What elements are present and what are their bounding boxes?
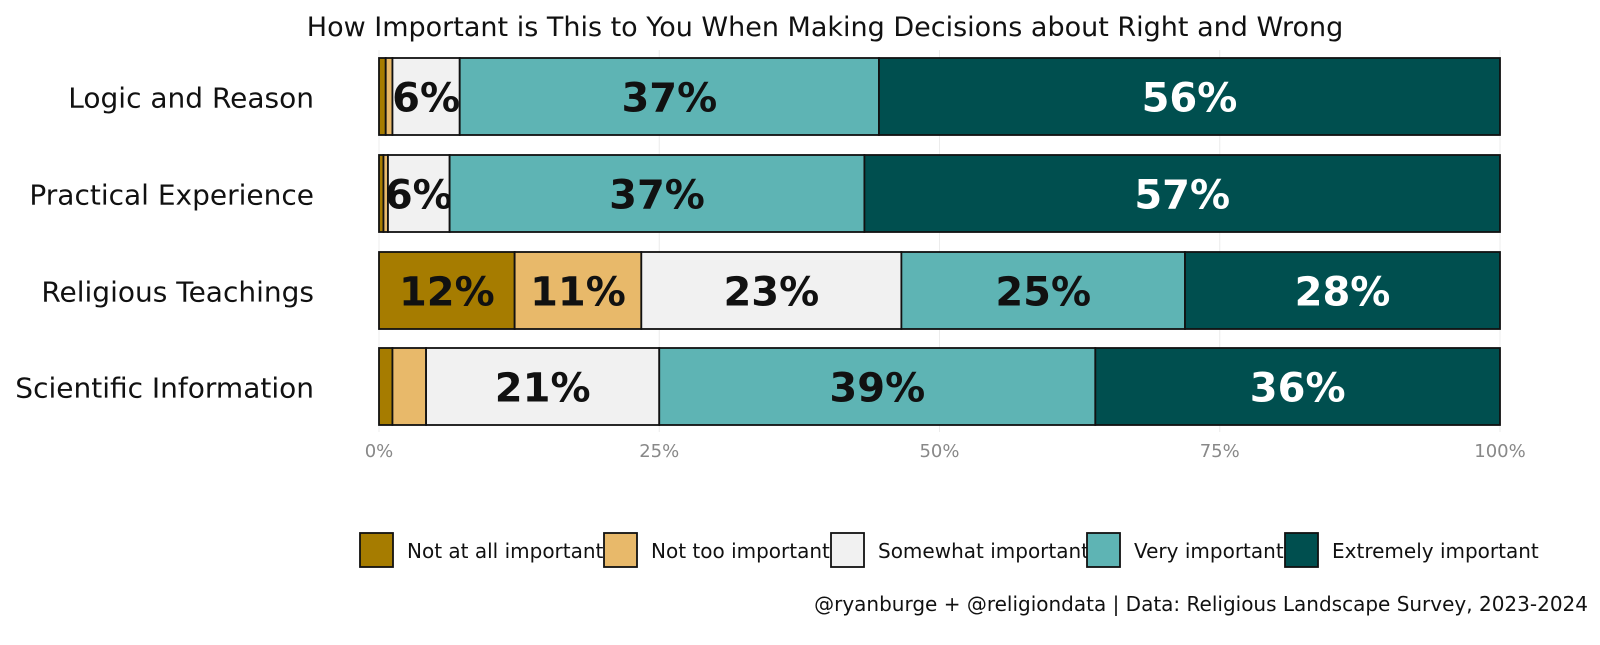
- category-label: Scientific Information: [15, 372, 314, 405]
- legend-swatch: [1086, 532, 1121, 568]
- bar-row: 6% 37% 57%: [378, 154, 1501, 233]
- data-label: 11%: [530, 270, 626, 316]
- data-label: 21%: [495, 366, 591, 412]
- bar-row: 21% 39% 36%: [378, 347, 1501, 426]
- bars: 6% 37% 56% 6% 37% 57% 12% 11% 23% 25% 28% 21% 39% 36%: [378, 57, 1501, 426]
- x-tick-label: 25%: [639, 441, 679, 462]
- data-label: 6%: [385, 173, 453, 219]
- bar-segment: [900, 251, 1186, 330]
- data-label: 28%: [1295, 270, 1391, 316]
- legend: Not at all important Not too important Som…: [359, 532, 1539, 568]
- bar-segment: [378, 57, 387, 136]
- legend-label: Extremely important: [1332, 539, 1539, 563]
- bar-segment: [387, 154, 451, 233]
- bar-segment: [391, 347, 427, 426]
- legend-label: Not too important: [651, 539, 830, 563]
- data-label: 37%: [609, 173, 705, 219]
- category-label: Religious Teachings: [41, 276, 314, 309]
- data-label: 57%: [1134, 173, 1230, 219]
- data-label: 39%: [829, 366, 925, 412]
- data-label: 37%: [621, 76, 717, 122]
- legend-item: Not at all important: [359, 532, 604, 568]
- legend-label: Not at all important: [407, 539, 604, 563]
- legend-swatch: [830, 532, 865, 568]
- bar-segment: [658, 347, 1097, 426]
- bar-row: 12% 11% 23% 25% 28%: [378, 251, 1501, 330]
- bar-segment: [878, 57, 1501, 136]
- bar-segment: [391, 57, 461, 136]
- legend-label: Somewhat important: [878, 539, 1089, 563]
- bar-segment: [458, 57, 880, 136]
- legend-swatch: [1284, 532, 1319, 568]
- category-label: Logic and Reason: [68, 82, 314, 115]
- bar-segment: [513, 251, 643, 330]
- x-tick-label: 75%: [1200, 441, 1240, 462]
- data-label: 23%: [723, 270, 819, 316]
- bar-segment: [448, 154, 866, 233]
- x-tick-label: 100%: [1474, 441, 1525, 462]
- bar-segment: [378, 347, 394, 426]
- category-labels: Logic and Reason Practical Experience Reli…: [15, 82, 314, 405]
- legend-item: Very important: [1086, 532, 1284, 568]
- x-tick-label: 0%: [365, 441, 394, 462]
- chart-title: How Important is This to You When Making…: [307, 12, 1343, 43]
- legend-item: Not too important: [603, 532, 830, 568]
- legend-item: Extremely important: [1284, 532, 1539, 568]
- data-label: 25%: [995, 270, 1091, 316]
- data-label: 36%: [1250, 366, 1346, 412]
- legend-swatch: [603, 532, 638, 568]
- data-label: 6%: [392, 76, 460, 122]
- bar-segment: [378, 251, 516, 330]
- legend-item: Somewhat important: [830, 532, 1089, 568]
- bar-segment: [1184, 251, 1501, 330]
- x-axis-ticks: 0% 25% 50% 75% 100%: [365, 441, 1526, 462]
- bar-segment: [863, 154, 1501, 233]
- data-label: 56%: [1142, 76, 1238, 122]
- category-label: Practical Experience: [29, 179, 314, 212]
- legend-swatch: [359, 532, 394, 568]
- legend-label: Very important: [1134, 539, 1284, 563]
- bar-row: 6% 37% 56%: [378, 57, 1501, 136]
- caption: @ryanburge + @religiondata | Data: Relig…: [814, 592, 1588, 616]
- bar-segment: [640, 251, 903, 330]
- x-tick-label: 50%: [919, 441, 959, 462]
- bar-segment: [1094, 347, 1501, 426]
- data-label: 12%: [399, 270, 495, 316]
